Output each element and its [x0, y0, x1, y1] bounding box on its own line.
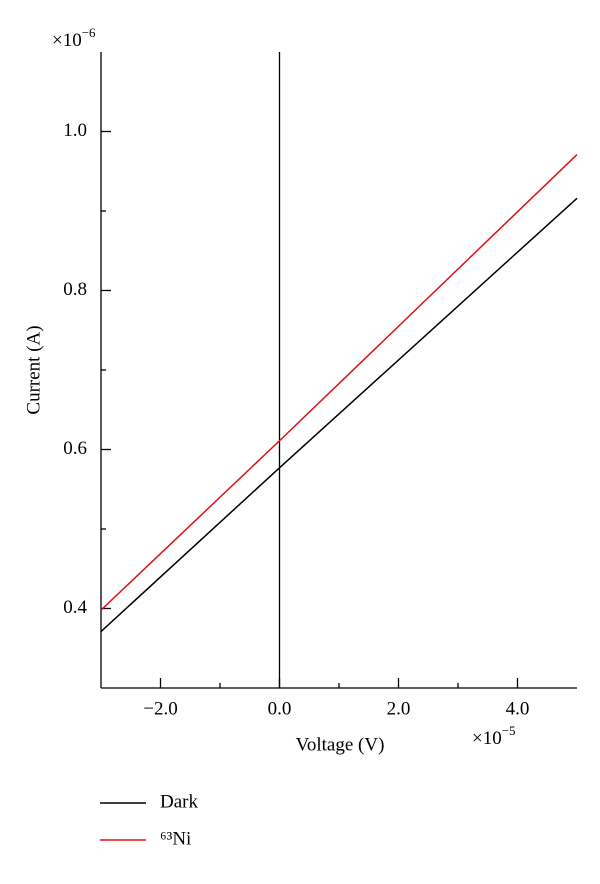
y-tick-label: 1.0: [63, 120, 87, 141]
y-multiplier: ×10−6: [52, 25, 96, 51]
x-tick-label: 4.0: [506, 698, 530, 719]
legend-label: ⁶³Ni: [160, 828, 191, 849]
series-line: [100, 197, 578, 633]
series-line: [100, 154, 578, 611]
y-multiplier-exponent: −6: [82, 25, 96, 40]
x-multiplier-exponent: −5: [502, 723, 516, 738]
x-axis-label: Voltage (V): [296, 734, 385, 755]
y-tick-label: 0.4: [63, 597, 87, 618]
x-tick-label: 0.0: [268, 698, 292, 719]
x-tick-label: −2.0: [143, 698, 177, 719]
x-tick-label: 2.0: [387, 698, 411, 719]
x-multiplier-base: ×10: [472, 728, 502, 749]
y-tick-label: 0.8: [63, 279, 87, 300]
x-multiplier: ×10−5: [472, 723, 516, 749]
y-tick-label: 0.6: [63, 438, 87, 459]
y-multiplier-base: ×10: [52, 30, 82, 51]
legend-label: Dark: [160, 791, 198, 812]
y-axis-label: Current (A): [23, 325, 44, 414]
